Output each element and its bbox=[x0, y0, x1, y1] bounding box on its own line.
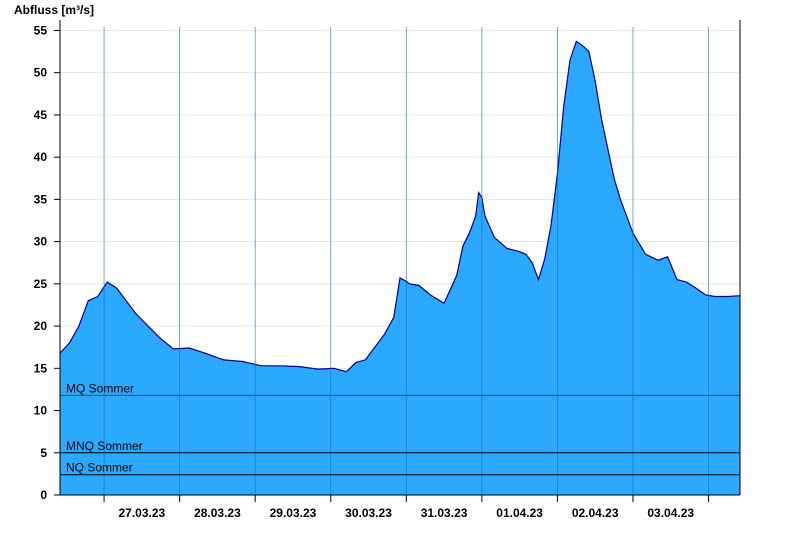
discharge-area bbox=[60, 41, 740, 496]
x-tick-label: 01.04.23 bbox=[496, 506, 543, 520]
reference-line-label: MQ Sommer bbox=[66, 381, 134, 395]
x-tick-label: 02.04.23 bbox=[572, 506, 619, 520]
x-tick-label: 28.03.23 bbox=[194, 506, 241, 520]
x-tick-label: 30.03.23 bbox=[345, 506, 392, 520]
x-tick-label: 03.04.23 bbox=[647, 506, 694, 520]
y-axis-label: Abfluss [m³/s] bbox=[14, 3, 94, 17]
y-tick-label: 35 bbox=[34, 192, 48, 206]
reference-line-label: NQ Sommer bbox=[66, 461, 133, 475]
y-tick-label: 40 bbox=[34, 150, 48, 164]
y-ticks: 0 5 10 15 20 25 30 35 40 45 50 55 bbox=[34, 23, 60, 502]
discharge-line bbox=[59, 40, 741, 373]
x-tick-label: 31.03.23 bbox=[421, 506, 468, 520]
y-tick-label: 10 bbox=[34, 404, 48, 418]
y-tick-label: 5 bbox=[40, 446, 47, 460]
y-tick-label: 55 bbox=[34, 23, 48, 37]
y-tick-label: 0 bbox=[40, 488, 47, 502]
y-tick-label: 15 bbox=[34, 361, 48, 375]
plot-area bbox=[59, 40, 741, 496]
y-tick-label: 30 bbox=[34, 235, 48, 249]
x-tick-label: 27.03.23 bbox=[118, 506, 165, 520]
day-divider-lines bbox=[103, 27, 709, 495]
x-tick-label: 29.03.23 bbox=[270, 506, 317, 520]
reference-lines: MQ Sommer MNQ Sommer NQ Sommer bbox=[60, 381, 740, 476]
y-tick-label: 50 bbox=[34, 66, 48, 80]
y-tick-label: 25 bbox=[34, 277, 48, 291]
axes bbox=[59, 20, 741, 496]
reference-line-label: MNQ Sommer bbox=[66, 439, 143, 453]
y-tick-label: 45 bbox=[34, 108, 48, 122]
y-tick-label: 20 bbox=[34, 319, 48, 333]
x-ticks: 27.03.23 28.03.23 29.03.23 30.03.23 31.03.23… bbox=[103, 495, 710, 520]
